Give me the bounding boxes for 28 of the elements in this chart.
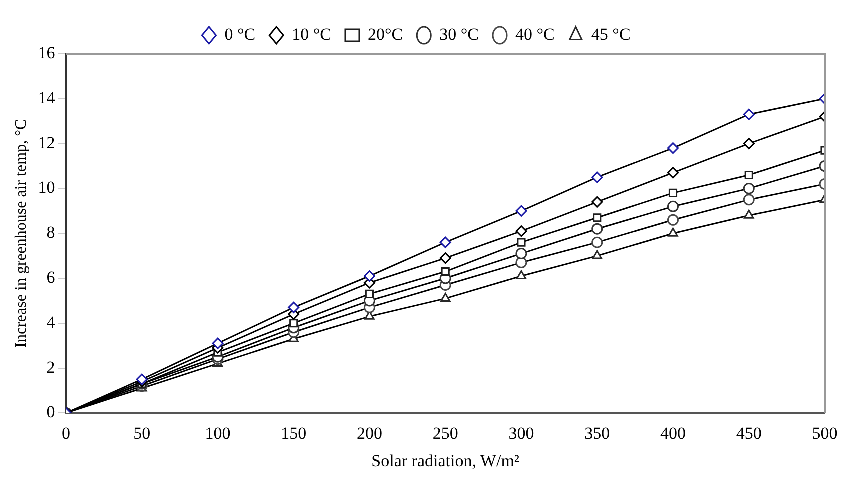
- x-axis-title: Solar radiation, W/m²: [372, 451, 520, 470]
- legend-label: 20°C: [368, 24, 404, 44]
- legend-label: 0 °C: [224, 24, 256, 44]
- x-tick-label: 0: [62, 424, 70, 443]
- y-axis-title: Increase in greenhouse air temp, °C: [12, 119, 30, 348]
- x-tick-label: 50: [134, 424, 151, 443]
- x-tick-label: 200: [356, 424, 382, 443]
- y-tick-label: 0: [46, 402, 56, 422]
- x-tick-label: 300: [508, 424, 534, 443]
- x-tick-label: 450: [736, 424, 762, 443]
- y-tick-label: 4: [46, 312, 56, 332]
- x-tick-label: 350: [584, 424, 610, 443]
- x-tick-label: 250: [432, 424, 458, 443]
- legend-label: 45 °C: [591, 24, 631, 44]
- y-tick-label: 12: [38, 133, 56, 152]
- y-tick-label: 10: [38, 178, 56, 198]
- legend-label: 30 °C: [440, 24, 480, 44]
- y-tick-label: 6: [46, 268, 56, 287]
- legend-label: 10 °C: [292, 24, 332, 44]
- y-tick-label: 2: [46, 358, 56, 377]
- y-tick-label: 14: [38, 88, 56, 108]
- y-tick-label: 8: [46, 223, 56, 242]
- x-tick-label: 400: [660, 424, 686, 443]
- x-tick-label: 150: [281, 424, 307, 443]
- x-tick-label: 100: [205, 424, 231, 443]
- legend-label: 40 °C: [516, 24, 555, 44]
- y-tick-label: 16: [38, 43, 56, 62]
- x-tick-label: 500: [812, 424, 838, 443]
